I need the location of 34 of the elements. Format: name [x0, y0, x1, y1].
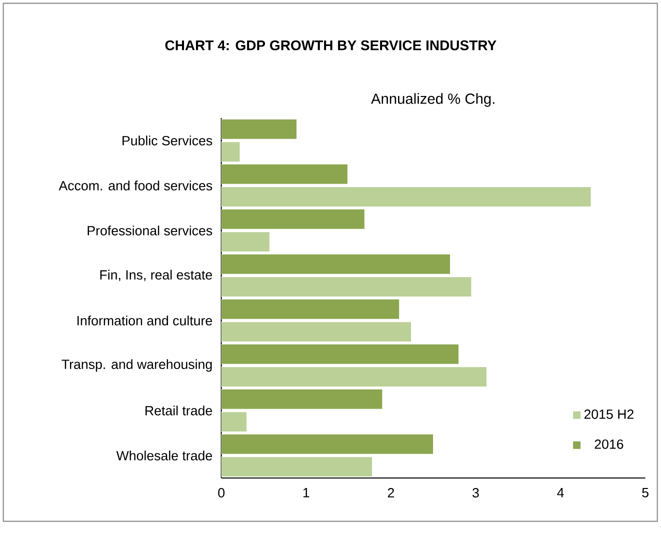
bar — [221, 298, 400, 320]
bar — [221, 142, 240, 162]
legend-label: 2015 H2 — [584, 410, 634, 419]
bar — [221, 344, 460, 364]
x-tick-label: 5 — [642, 488, 648, 498]
x-tick-label: 2 — [388, 488, 394, 498]
bar — [221, 254, 451, 274]
x-tick-label: 1 — [303, 488, 310, 498]
y-tick-label: Public Services — [122, 136, 212, 146]
chart-subtitle: Annualized % Chg. — [370, 93, 494, 107]
bar — [221, 366, 488, 388]
bar — [221, 186, 592, 208]
bar — [221, 208, 365, 230]
bar — [221, 118, 298, 140]
x-tick-label: 3 — [472, 488, 479, 498]
y-tick-label: Accom. and food services — [58, 180, 212, 190]
bar — [221, 322, 412, 342]
bar — [221, 434, 434, 454]
bar — [221, 388, 383, 410]
bar — [221, 456, 373, 478]
bar — [221, 412, 248, 432]
legend-label: 2016 — [594, 439, 624, 449]
bar — [221, 276, 472, 298]
y-tick-label: Wholesale trade — [116, 450, 212, 460]
bar — [221, 164, 348, 184]
y-tick-label: Retail trade — [146, 406, 212, 416]
chart-title: CHART 4: GDP GROWTH BY SERVICE INDUSTRY — [165, 40, 496, 50]
y-tick-label: Transp. and warehousing — [62, 359, 212, 372]
x-tick-label: 0 — [218, 488, 225, 498]
y-tick-label: Professional services — [88, 226, 212, 236]
x-tick-label: 4 — [557, 488, 564, 498]
bar — [221, 232, 270, 252]
y-tick-label: Information and culture — [77, 316, 212, 326]
y-tick-label: Fin, Ins, real estate — [100, 270, 212, 282]
